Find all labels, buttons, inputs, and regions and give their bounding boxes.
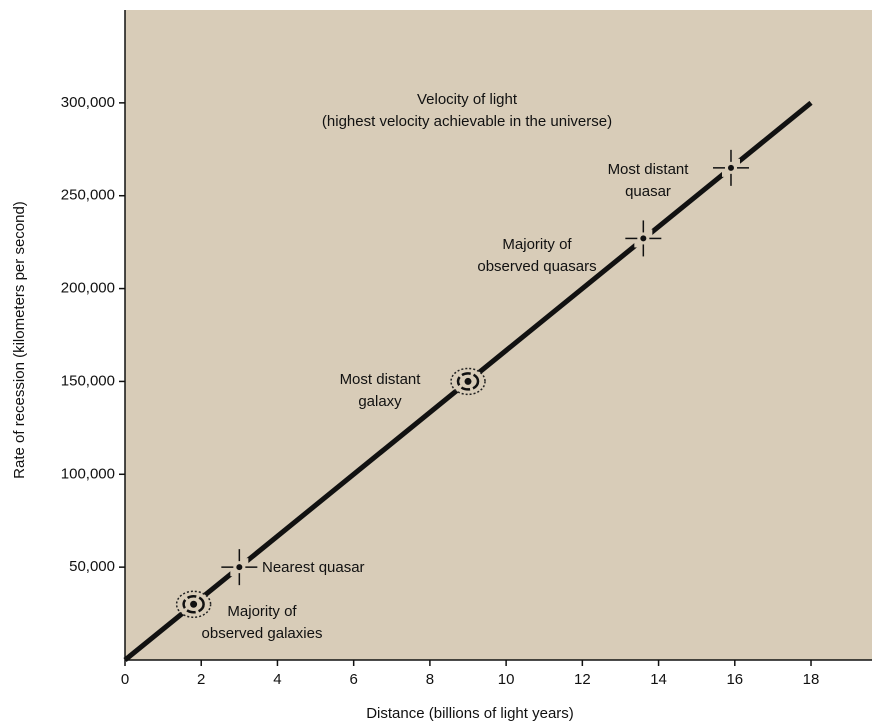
x-tick-label: 8 <box>426 671 434 688</box>
galaxy-core <box>465 378 472 385</box>
point-label: Majority of <box>227 603 297 620</box>
quasar-dot <box>728 165 734 171</box>
y-tick-label: 150,000 <box>61 372 115 389</box>
annotation: (highest velocity achievable in the univ… <box>322 113 612 130</box>
y-tick-label: 300,000 <box>61 94 115 111</box>
annotation: Velocity of light <box>417 91 518 108</box>
y-tick-label: 250,000 <box>61 187 115 204</box>
page: {"chart_data": {"type": "line", "xlabel"… <box>0 0 872 725</box>
x-tick-label: 14 <box>650 671 667 688</box>
x-tick-label: 12 <box>574 671 591 688</box>
x-tick-label: 10 <box>498 671 515 688</box>
x-tick-label: 0 <box>121 671 129 688</box>
point-label: Nearest quasar <box>262 559 365 576</box>
point-label: galaxy <box>358 393 402 410</box>
point-label: Most distant <box>340 371 422 388</box>
point-label: Most distant <box>608 161 690 178</box>
point-label: observed galaxies <box>202 625 323 642</box>
galaxy-core <box>190 601 197 608</box>
quasar-dot <box>236 564 242 570</box>
point-label: quasar <box>625 183 671 200</box>
point-marker <box>451 368 485 394</box>
x-tick-label: 16 <box>726 671 743 688</box>
point-label: Majority of <box>502 236 572 253</box>
y-tick-label: 200,000 <box>61 280 115 297</box>
point-marker <box>177 591 211 617</box>
y-axis-title: Rate of recession (kilometers per second… <box>11 201 28 479</box>
x-tick-label: 6 <box>350 671 358 688</box>
quasar-dot <box>640 235 646 241</box>
x-tick-label: 2 <box>197 671 205 688</box>
point-label: observed quasars <box>477 258 596 275</box>
chart: Distance (billions of light years) Rate … <box>0 0 872 725</box>
y-tick-label: 100,000 <box>61 465 115 482</box>
x-tick-label: 18 <box>803 671 820 688</box>
x-axis-title: Distance (billions of light years) <box>366 705 574 722</box>
x-tick-label: 4 <box>273 671 281 688</box>
y-tick-label: 50,000 <box>69 558 115 575</box>
